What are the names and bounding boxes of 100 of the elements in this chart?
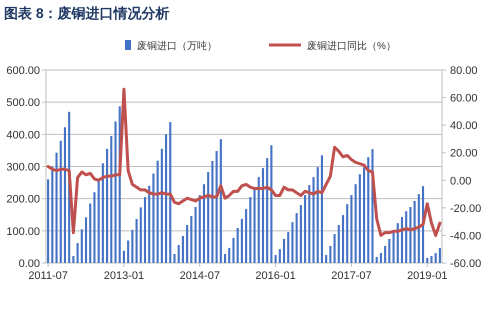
bar (308, 185, 310, 263)
bar (186, 225, 188, 263)
bar (253, 188, 256, 263)
bar (140, 207, 142, 263)
y-tick-label: 300.00 (6, 162, 40, 174)
x-tick-label: 2019-01 (407, 270, 448, 282)
bar (220, 139, 222, 263)
bar (131, 230, 134, 263)
bar (430, 256, 433, 263)
bar (304, 195, 306, 263)
legend-label: 废铜进口（万吨） (137, 40, 217, 52)
bar (76, 243, 79, 263)
bar (270, 145, 272, 263)
bar (329, 246, 332, 263)
bar (438, 248, 441, 263)
bar (144, 197, 146, 263)
bar (152, 174, 154, 263)
y2-tick-label: 0.00 (450, 175, 472, 188)
chart-title: 图表 8：废铜进口情况分析 (4, 5, 170, 21)
bar (384, 246, 386, 263)
y2-tick-label: -40.00 (450, 230, 482, 242)
bar (363, 167, 366, 263)
y2-tick-label: 20.00 (450, 148, 478, 160)
bar (194, 207, 197, 263)
bar (190, 216, 192, 263)
bar (156, 160, 159, 263)
bar (278, 249, 281, 263)
bar (102, 163, 104, 263)
bar (396, 223, 399, 263)
bar (418, 194, 420, 263)
bar (291, 222, 294, 263)
bar (380, 253, 382, 263)
bar (376, 256, 378, 263)
bar (72, 256, 74, 263)
bar (350, 195, 352, 263)
bar (296, 213, 298, 263)
y2-tick-label: 40.00 (450, 120, 478, 132)
bar (274, 254, 277, 263)
bar (388, 238, 390, 263)
bar (232, 238, 235, 263)
bar (334, 234, 336, 263)
bar (148, 186, 150, 263)
y-tick-label: 500.00 (6, 97, 40, 110)
bar (392, 231, 395, 263)
bar (346, 204, 348, 263)
y-tick-label: 200.00 (6, 194, 40, 206)
bar (98, 178, 100, 263)
bar (173, 254, 176, 263)
bar (84, 217, 88, 263)
bar (122, 250, 125, 263)
bar (325, 254, 328, 263)
bar (354, 184, 357, 263)
y-tick-label: 600.00 (6, 65, 40, 77)
bar (64, 127, 66, 263)
bar (236, 228, 239, 263)
bar (228, 248, 230, 263)
y2-tick-label: 80.00 (450, 65, 478, 77)
bar (258, 177, 260, 263)
bar (80, 229, 83, 263)
bar (414, 200, 416, 263)
bar (367, 157, 370, 263)
bar (282, 238, 286, 263)
bar (165, 134, 168, 263)
y2-tick-label: 60.00 (450, 92, 478, 105)
x-tick-label: 2014-07 (180, 270, 220, 282)
y-tick-label: 400.00 (6, 129, 40, 142)
bar (55, 152, 58, 263)
bar (262, 168, 264, 263)
y-tick-label: 0.00 (18, 258, 40, 270)
bar (93, 192, 96, 263)
bar (136, 218, 138, 263)
bar (216, 151, 218, 263)
bar (207, 172, 210, 263)
bar (316, 167, 319, 263)
bar (287, 232, 290, 263)
bar (160, 148, 163, 263)
bar (358, 174, 361, 263)
x-tick-label: 2011-07 (28, 270, 68, 282)
bar (182, 236, 184, 263)
bar (338, 225, 340, 263)
bar (202, 184, 206, 263)
bar (245, 208, 248, 263)
bar (224, 254, 226, 263)
bar (266, 158, 268, 263)
bar (178, 244, 180, 263)
y2-tick-label: -60.00 (450, 258, 482, 270)
bar (114, 121, 117, 263)
y-tick-label: 100.00 (6, 226, 40, 238)
legend-label: 废铜进口同比（%） (307, 40, 396, 52)
bar (89, 203, 92, 263)
bar (426, 258, 428, 263)
y2-tick-label: -20.00 (450, 202, 482, 215)
bar (249, 197, 252, 263)
bar (106, 148, 108, 263)
x-tick-label: 2017-07 (331, 270, 372, 282)
bar (110, 136, 112, 263)
bar (320, 155, 323, 263)
bar (169, 122, 172, 263)
bar (312, 177, 315, 263)
bar (198, 195, 201, 263)
